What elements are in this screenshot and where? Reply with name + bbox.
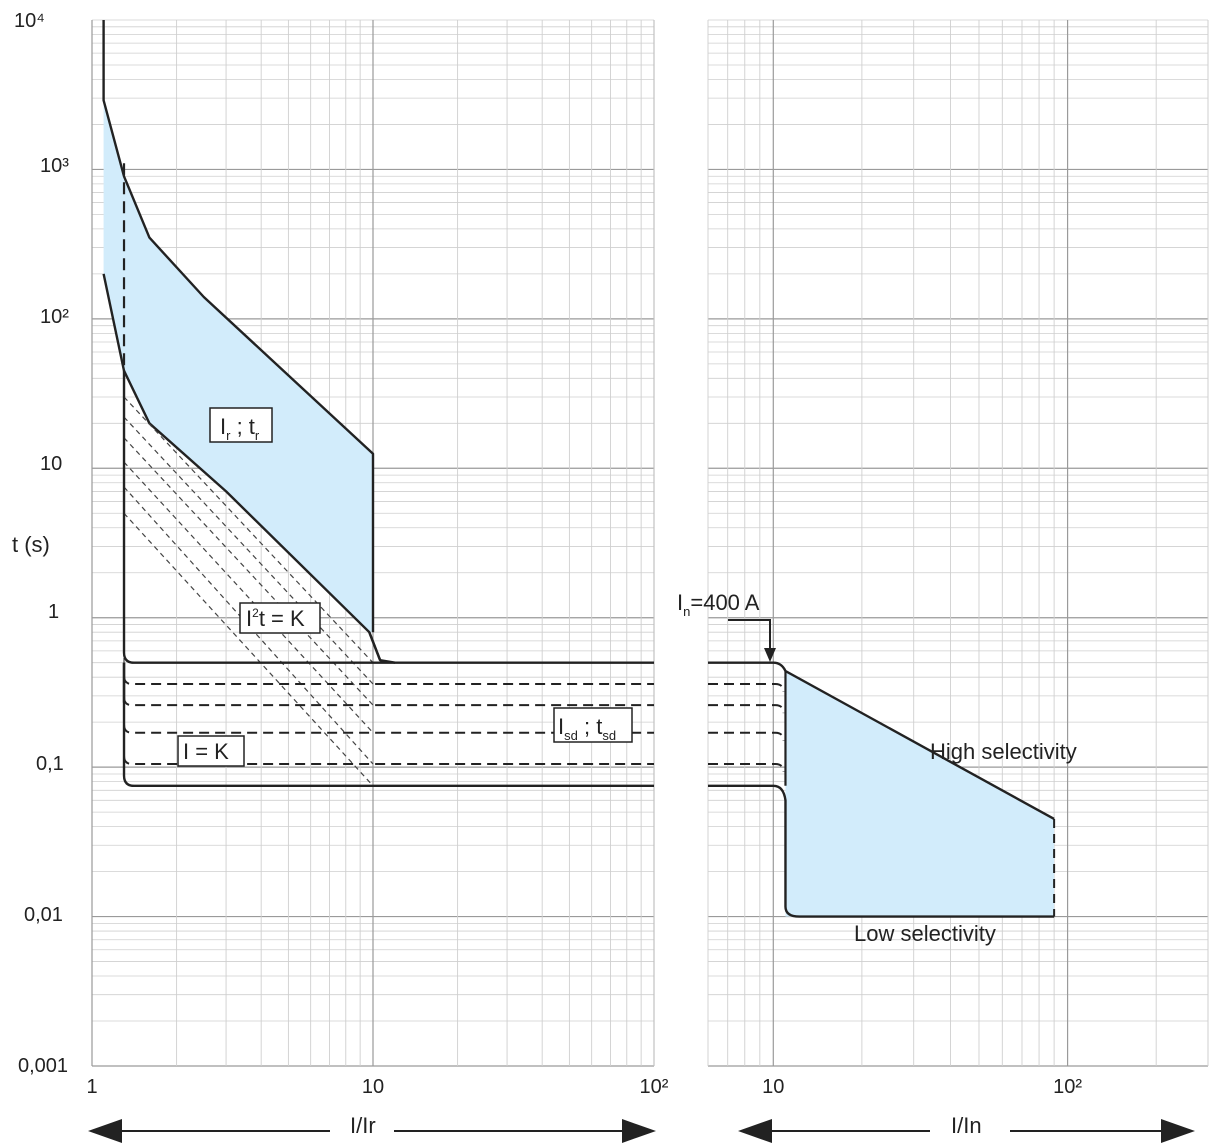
left-x-tick-label: 10 xyxy=(362,1076,384,1098)
y-tick-label: 1 xyxy=(48,601,59,623)
right-curves xyxy=(708,661,1056,918)
right-setting-dashed xyxy=(708,731,785,741)
svg-text:Ir ; tr: Ir ; tr xyxy=(220,414,260,443)
y-tick-label: 10⁴ xyxy=(14,10,45,32)
selectivity-band-fill xyxy=(785,671,1055,917)
right-double-arrow xyxy=(738,1119,1195,1143)
short-time-lower-line xyxy=(122,662,654,788)
i2t-dashed-line xyxy=(123,486,374,765)
short-time-upper-line xyxy=(122,370,654,664)
svg-text:I = K: I = K xyxy=(183,739,229,764)
y-tick-label: 10² xyxy=(40,306,69,328)
high-selectivity-label: High selectivity xyxy=(930,739,1077,764)
left-x-tick-label: 1 xyxy=(86,1076,97,1098)
svg-text:In=400 A: In=400 A xyxy=(677,590,760,619)
selectivity-band-area xyxy=(785,671,1055,917)
in-400a-label: In=400 A xyxy=(677,590,776,662)
short-time-setting-dashed xyxy=(123,724,654,734)
y-tick-label: 0,001 xyxy=(18,1055,68,1077)
long-time-upper-curve xyxy=(102,20,375,633)
right-x-axis-label: I/In xyxy=(951,1113,982,1138)
i2t-k-label: I2t = K xyxy=(239,602,321,634)
y-tick-label: 0,1 xyxy=(36,753,64,775)
ir-tr-label: Ir ; tr xyxy=(209,407,273,443)
svg-text:Isd ; tsd: Isd ; tsd xyxy=(558,714,616,743)
i2t-dashed-line xyxy=(123,416,374,685)
y-tick-label: 0,01 xyxy=(24,904,63,926)
i2t-dashed-line xyxy=(123,461,374,734)
i2t-dashed-line xyxy=(123,512,374,787)
left-curves xyxy=(102,20,654,788)
i2t-dashed-line xyxy=(123,437,374,706)
long-short-transition xyxy=(368,631,382,661)
left-x-axis-label: I/Ir xyxy=(350,1113,376,1138)
high-selectivity-line xyxy=(708,661,1055,821)
y-tick-label: 10³ xyxy=(40,155,69,177)
long-time-band-fill xyxy=(103,100,373,633)
short-time-setting-dashed xyxy=(123,755,654,765)
low-selectivity-label: Low selectivity xyxy=(854,921,996,946)
svg-text:I2t = K: I2t = K xyxy=(246,606,305,631)
long-time-band-area xyxy=(103,100,373,633)
i-k-label: I = K xyxy=(177,735,245,767)
right-x-tick-label: 10² xyxy=(1053,1076,1082,1098)
right-setting-dashed xyxy=(708,762,785,773)
y-axis-label: t (s) xyxy=(12,532,50,557)
short-time-setting-dashed xyxy=(123,697,654,707)
short-time-setting-dashed xyxy=(123,675,654,686)
i2t-dashed-line xyxy=(123,396,374,664)
left-x-tick-label: 10² xyxy=(640,1076,669,1098)
right-setting-dashed xyxy=(708,704,785,714)
left-double-arrow xyxy=(88,1119,656,1143)
isd-tsd-label: Isd ; tsd xyxy=(553,707,633,743)
right-setting-dashed xyxy=(708,683,785,693)
tick-labels: 10⁴ 10³ 10² 10 1 0,1 0,01 0,001 1 10 10² 10 10² xyxy=(14,10,1082,1098)
y-tick-label: 10 xyxy=(40,453,62,475)
low-selectivity-line xyxy=(708,784,1055,918)
right-x-tick-label: 10 xyxy=(762,1076,784,1098)
